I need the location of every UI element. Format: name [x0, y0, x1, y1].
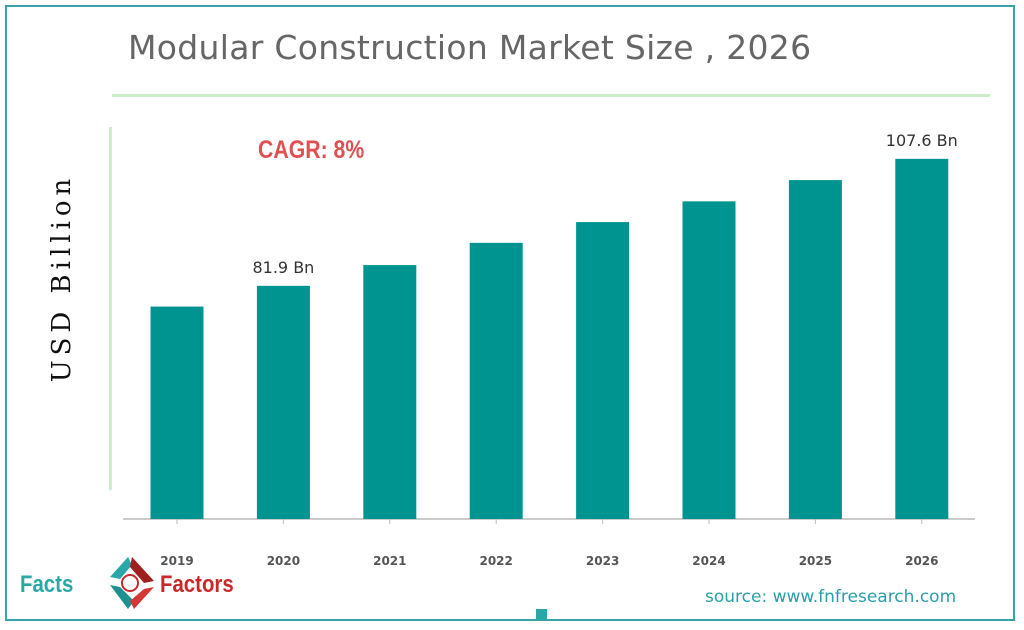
x-tick-label-2026: 2026 — [905, 554, 938, 568]
logo-text-facts: Facts — [20, 571, 74, 598]
logo-emblem-icon — [110, 557, 154, 609]
data-label-2020: 81.9 Bn — [252, 258, 314, 277]
facts-factors-logo: Facts Factors — [20, 553, 260, 613]
cagr-annotation: CAGR: 8% — [258, 136, 365, 164]
x-tick-label-2021: 2021 — [373, 554, 406, 568]
source-text: source: www.fnfresearch.com — [705, 587, 957, 607]
x-tick-label-2022: 2022 — [479, 554, 512, 568]
x-tick-label-2024: 2024 — [692, 554, 725, 568]
x-tick-label-2019: 2019 — [160, 554, 193, 568]
logo-text-factors: Factors — [160, 571, 234, 598]
bar-2021 — [363, 265, 417, 519]
bar-2022 — [469, 242, 523, 519]
bar-2020 — [256, 285, 310, 519]
x-tick-label-2023: 2023 — [586, 554, 619, 568]
bar-2025 — [788, 180, 842, 519]
bar-2023 — [576, 222, 630, 520]
x-tick-label-2025: 2025 — [799, 554, 832, 568]
chart-title: Modular Construction Market Size , 2026 — [128, 28, 812, 67]
y-axis-line — [109, 127, 112, 490]
chart-frame — [5, 5, 1015, 621]
title-divider — [112, 94, 990, 97]
slide-marker — [536, 609, 547, 620]
bar-2019 — [150, 306, 204, 519]
x-tick-label-2020: 2020 — [267, 554, 300, 568]
bar-2026 — [895, 158, 949, 519]
data-label-2026: 107.6 Bn — [886, 131, 958, 150]
bar-2024 — [682, 201, 736, 519]
